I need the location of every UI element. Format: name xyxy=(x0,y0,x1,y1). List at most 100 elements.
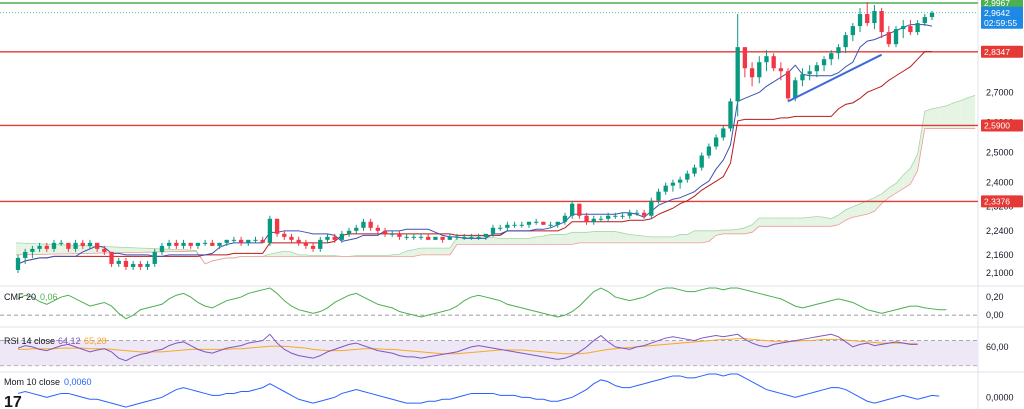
candle-body xyxy=(123,260,129,267)
tradingview-logo[interactable]: 17 xyxy=(4,394,22,409)
candle-body xyxy=(620,215,625,217)
last-price-value: 2,9642 xyxy=(984,8,1010,18)
candle-body xyxy=(821,59,827,66)
candle-106 xyxy=(778,62,784,81)
candle-39 xyxy=(296,236,301,246)
candle-body xyxy=(296,239,301,243)
price-trendline xyxy=(787,53,883,103)
candle-body xyxy=(418,236,424,238)
candle-body xyxy=(721,128,726,138)
candle-5 xyxy=(51,239,57,252)
level-label-bg xyxy=(981,45,1023,58)
candle-38 xyxy=(289,233,294,243)
candle-116 xyxy=(850,23,855,42)
candlesticks[interactable] xyxy=(15,2,935,273)
candle-body xyxy=(37,245,42,249)
cloud-segment xyxy=(131,247,139,253)
candle-98 xyxy=(721,125,726,141)
candle-13 xyxy=(109,251,114,267)
candle-17 xyxy=(138,260,143,270)
cloud-segment xyxy=(939,105,947,129)
cloud-segment xyxy=(457,237,465,245)
candle-body xyxy=(598,218,604,220)
candle-111 xyxy=(814,62,820,78)
candle-123 xyxy=(901,20,906,39)
cmf-legend[interactable]: CMF 20 0,06 xyxy=(4,292,58,302)
cloud-segment xyxy=(924,108,932,129)
candle-body xyxy=(30,248,35,252)
candle-91 xyxy=(670,179,676,192)
candle-25 xyxy=(195,242,201,249)
cloud-segment xyxy=(492,237,501,245)
cloud-segment xyxy=(910,154,918,185)
candle-body xyxy=(73,242,78,249)
candle-body xyxy=(922,17,927,24)
candle-body xyxy=(562,215,568,222)
candle-body xyxy=(210,242,215,246)
candle-body xyxy=(713,137,719,147)
candle-body xyxy=(354,227,359,231)
candle-93 xyxy=(685,170,690,183)
candle-31 xyxy=(238,236,244,246)
cloud-segment xyxy=(514,238,522,245)
candle-body xyxy=(591,218,596,222)
candle-42 xyxy=(318,236,323,252)
cloud-segment xyxy=(658,236,666,243)
price-tick-label: 2,4000 xyxy=(986,178,1014,188)
cloud-segment xyxy=(824,217,832,227)
price-tick-label: 2,2400 xyxy=(986,226,1014,236)
horizontal-levels[interactable] xyxy=(0,2,978,203)
candle-45 xyxy=(339,230,345,243)
candle-body xyxy=(879,11,884,33)
candle-body xyxy=(908,26,913,33)
candle-body xyxy=(634,212,640,214)
candle-body xyxy=(476,236,481,238)
cloud-segment xyxy=(145,248,153,253)
candle-body xyxy=(605,215,611,219)
cloud-segment xyxy=(773,218,781,227)
candle-body xyxy=(303,242,309,246)
candle-body xyxy=(66,242,71,249)
candle-68 xyxy=(505,221,510,231)
candle-58 xyxy=(433,236,438,240)
candle-67 xyxy=(498,224,503,231)
candle-body xyxy=(80,242,85,246)
candle-24 xyxy=(188,242,193,249)
cloud-segment xyxy=(543,234,551,245)
candle-83 xyxy=(613,212,618,219)
cloud-segment xyxy=(946,102,954,129)
candle-body xyxy=(310,245,316,249)
level-label-2: 2,5900 xyxy=(981,119,1023,132)
candle-11 xyxy=(95,242,100,252)
candle-71 xyxy=(526,221,532,228)
candle-body xyxy=(526,221,532,225)
candle-40 xyxy=(303,239,309,249)
candle-body xyxy=(577,203,582,216)
candle-78 xyxy=(577,203,582,219)
candle-10 xyxy=(87,239,93,249)
candle-body xyxy=(44,245,49,249)
cloud-segment xyxy=(881,187,889,204)
candle-body xyxy=(238,239,244,243)
candle-86 xyxy=(634,209,640,216)
price-tick-label: 2,7000 xyxy=(986,87,1014,97)
candle-74 xyxy=(548,221,553,228)
candle-body xyxy=(51,242,57,249)
momentum-legend[interactable]: Mom 10 close 0,0060 xyxy=(4,377,92,387)
candle-107 xyxy=(785,68,791,102)
cloud-segment xyxy=(860,200,868,216)
cloud-segment xyxy=(816,216,825,227)
candle-7 xyxy=(66,242,71,252)
rsi-legend[interactable]: RSI 14 close 64,12 65,28 xyxy=(4,336,107,346)
candle-3 xyxy=(37,242,42,252)
candle-body xyxy=(166,242,172,246)
cloud-segment xyxy=(701,230,709,243)
candle-120 xyxy=(879,8,884,39)
candle-73 xyxy=(541,221,546,225)
cloud-segment xyxy=(903,168,911,189)
candle-body xyxy=(548,224,553,226)
candle-body xyxy=(116,260,121,264)
candle-127 xyxy=(929,11,935,21)
